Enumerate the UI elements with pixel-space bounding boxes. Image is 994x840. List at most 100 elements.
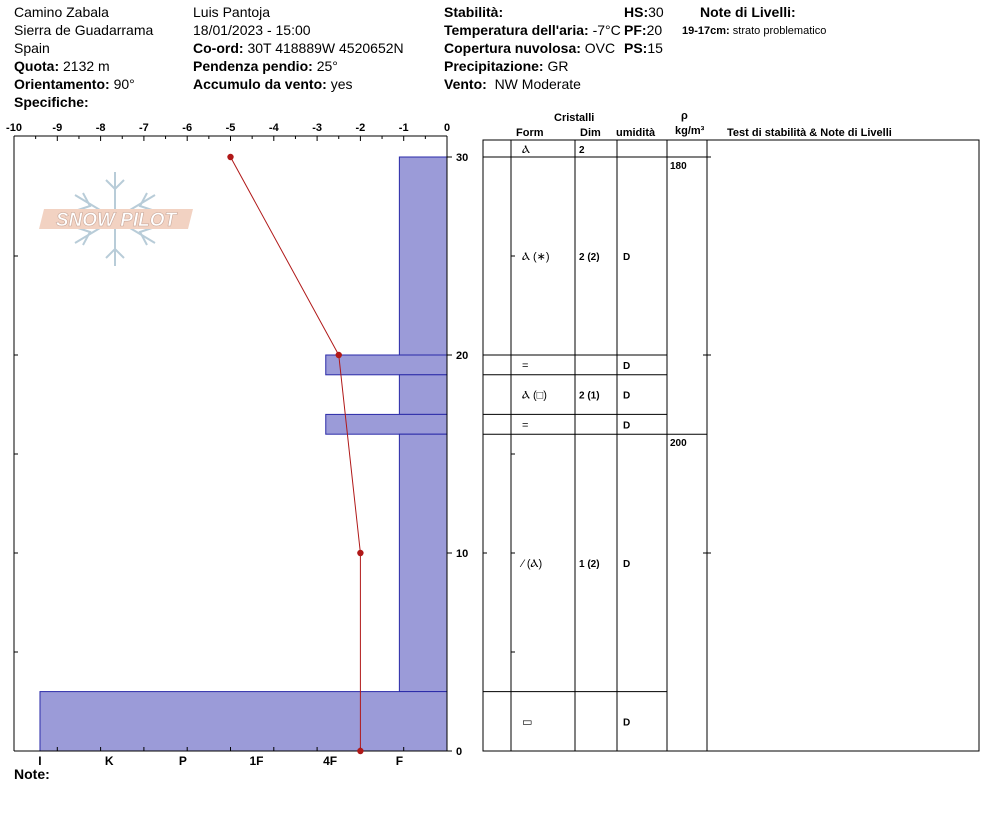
density-unit: kg/m³ <box>675 125 705 137</box>
air-temp-value: -7°C <box>592 22 621 38</box>
hardness-bar <box>325 354 448 376</box>
layer-grain-size: 1 (2) <box>579 559 600 570</box>
temperature-tick-label: 0 <box>444 122 450 134</box>
layer-grain-form: ⁄ (Ⲁ) <box>519 558 542 570</box>
temperature-tick-label: -9 <box>52 122 62 134</box>
hs-label: HS: <box>624 4 649 20</box>
wind-loading: Accumulo da vento: yes <box>193 76 352 93</box>
region: Sierra de Guadarrama <box>14 22 154 38</box>
hardness-bars <box>39 156 448 752</box>
layer-note-text: strato problematico <box>732 25 827 37</box>
air-temp-label: Temperatura dell'aria: <box>444 22 589 38</box>
layer-moisture: D <box>623 559 630 570</box>
layer-grain-form: ▭ <box>522 716 532 728</box>
location: Camino Zabala <box>14 4 109 20</box>
hardness-bar <box>398 433 448 693</box>
wind-value: NW Moderate <box>494 76 581 92</box>
precip-label: Precipitazione: <box>444 58 544 74</box>
density-symbol: ρ <box>681 110 688 122</box>
wind-loading-value: yes <box>330 76 353 92</box>
cloud-cover: Copertura nuvolosa: OVC <box>444 40 615 57</box>
wind: Vento: NW Moderate <box>444 76 581 93</box>
datetime: 18/01/2023 - 15:00 <box>193 22 311 38</box>
layer-grain-size: 2 (1) <box>579 391 600 402</box>
layer-grain-form: = <box>522 419 528 431</box>
form-header: Form <box>516 127 544 139</box>
temperature-point <box>335 351 342 359</box>
aspect-value: 90° <box>113 76 135 92</box>
hardness-label: I <box>38 754 41 768</box>
layer-table: Ⲁ 2 Ⲁ (∗) 2 (2) D = D Ⲁ (□) 2 (1) D = D ⁄ (Ⲁ) 1 (2) D ▭… <box>482 139 980 752</box>
note-label: Note: <box>14 766 50 782</box>
layer-moisture: D <box>623 361 630 372</box>
hardness-label: 4F <box>323 754 337 768</box>
specifics-label: Specifiche: <box>14 94 89 110</box>
hardness-label: P <box>179 754 187 768</box>
hardness-bar <box>398 156 448 356</box>
pf-label: PF: <box>624 22 647 38</box>
temperature-point <box>357 747 364 755</box>
slope: Pendenza pendio: 25° <box>193 58 338 75</box>
temperature-point <box>357 549 364 557</box>
temperature-tick-label: -2 <box>356 122 366 134</box>
layer-grain-size: 2 (2) <box>579 252 600 263</box>
hardness-label: 1F <box>249 754 263 768</box>
coord-label: Co-ord: <box>193 40 244 56</box>
elevation-label: Quota: <box>14 58 60 74</box>
slope-value: 25° <box>316 58 338 74</box>
layer-grain-form: Ⲁ (∗) <box>522 251 550 263</box>
observer: Luis Pantoja <box>193 4 271 20</box>
layer-moisture: D <box>623 717 630 728</box>
layer-note: 19-17cm: strato problematico <box>682 23 826 40</box>
ps: PS:15 <box>624 40 663 57</box>
country: Spain <box>14 40 50 56</box>
ps-label: PS: <box>624 40 648 56</box>
precip-value: GR <box>547 58 569 74</box>
layer-grain-form: Ⲁ <box>522 144 530 156</box>
cloud-label: Copertura nuvolosa: <box>444 40 581 56</box>
height-tick-label: 10 <box>456 548 468 560</box>
hardness-label: F <box>396 754 403 768</box>
cloud-value: OVC <box>584 40 616 56</box>
layer-grain-size: 2 <box>579 145 585 156</box>
height-tick-label: 0 <box>456 746 462 758</box>
moisture-header: umidità <box>616 127 656 139</box>
temperature-tick-label: -1 <box>399 122 409 134</box>
coord-value: 30T 418889W 4520652N <box>247 40 404 56</box>
layer-moisture: D <box>623 252 630 263</box>
hardness-bar <box>325 413 448 435</box>
hardness-label: K <box>105 754 114 768</box>
pf: PF:20 <box>624 22 662 39</box>
layer-grain-form: = <box>522 360 528 372</box>
pf-value: 20 <box>646 22 663 38</box>
air-temperature: Temperatura dell'aria: -7°C <box>444 22 621 39</box>
layer-notes-label: Note di Livelli: <box>700 4 796 20</box>
aspect: Orientamento: 90° <box>14 76 135 93</box>
layer-density: 180 <box>670 161 687 172</box>
layer-moisture: D <box>623 391 630 402</box>
layer-moisture: D <box>623 420 630 431</box>
crystals-header: Cristalli <box>554 112 595 124</box>
temperature-tick-label: -4 <box>269 122 280 134</box>
layer-density: 200 <box>670 438 687 449</box>
ps-value: 15 <box>647 40 663 56</box>
hardness-bar <box>39 691 448 752</box>
height-tick-label: 30 <box>456 152 468 164</box>
elevation: Quota: 2132 m <box>14 58 110 75</box>
logo-banner <box>39 209 193 229</box>
stability-label: Stabilità: <box>444 4 504 20</box>
hs: HS:30 <box>624 4 664 21</box>
aspect-label: Orientamento: <box>14 76 110 92</box>
temperature-line <box>230 156 361 751</box>
layer-grain-form: Ⲁ (□) <box>522 390 547 402</box>
coordinates: Co-ord: 30T 418889W 4520652N <box>193 40 404 57</box>
logo-text: SNOW PILOT <box>56 210 178 231</box>
slope-label: Pendenza pendio: <box>193 58 313 74</box>
temperature-profile <box>227 153 364 755</box>
temperature-tick-label: -3 <box>312 122 322 134</box>
temperature-tick-label: -10 <box>6 122 22 134</box>
table-frame <box>482 139 980 752</box>
temperature-tick-label: -8 <box>96 122 106 134</box>
hardness-bar <box>398 374 448 415</box>
